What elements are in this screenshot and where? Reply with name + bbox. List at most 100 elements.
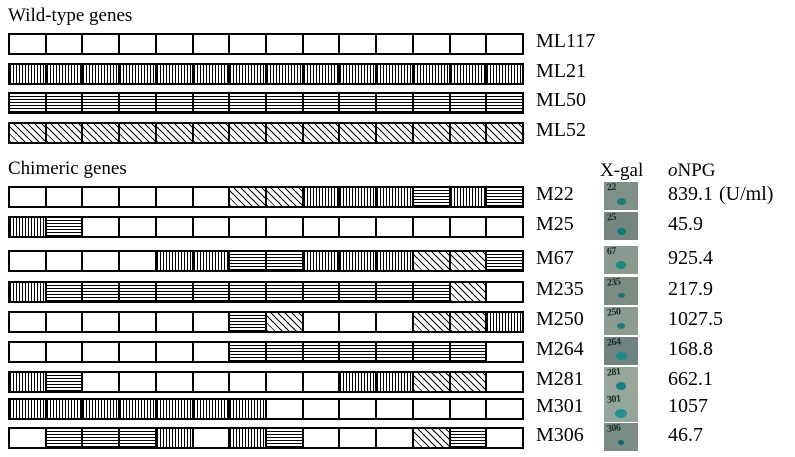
gene-segment-vertical: [83, 65, 121, 83]
gene-segment-horizontal: [230, 283, 268, 301]
gene-segment-horizontal: [413, 283, 451, 301]
chimeric-bar-m281: [8, 371, 524, 393]
chimeric-label-m301: M301: [536, 395, 584, 417]
gene-segment-blank: [303, 373, 341, 391]
wildtype-bar-ml52: [8, 122, 524, 144]
gene-segment-vertical: [340, 373, 378, 391]
chimeric-bar-m25: [8, 216, 524, 238]
gene-segment-diagonal: [450, 283, 488, 301]
gene-segment-blank: [46, 252, 84, 270]
chimeric-bar-m301: [8, 398, 524, 420]
gene-segment-blank: [230, 373, 268, 391]
gene-segment-horizontal: [267, 283, 304, 301]
gene-segment-diagonal: [230, 124, 268, 142]
gene-segment-blank: [83, 35, 121, 53]
onpg-value-m250: 1027.5: [668, 308, 723, 331]
gene-segment-vertical: [120, 65, 157, 83]
wildtype-bar-ml21: [8, 63, 524, 85]
gene-segment-blank: [193, 313, 231, 331]
gene-segment-blank: [413, 35, 451, 53]
gene-segment-blank: [156, 373, 194, 391]
gene-segment-horizontal: [303, 94, 341, 112]
onpg-number: 217.9: [668, 278, 713, 300]
onpg-number: 45.9: [668, 213, 703, 235]
onpg-value-m235: 217.9: [668, 278, 713, 301]
gene-segment-blank: [487, 429, 523, 447]
xgal-handwritten-number: 250: [606, 307, 622, 319]
gene-segment-blank: [10, 252, 47, 270]
gene-segment-horizontal: [303, 343, 341, 361]
gene-segment-diagonal: [487, 124, 523, 142]
gene-segment-diagonal: [120, 124, 157, 142]
onpg-number: 925.4: [668, 247, 713, 269]
xgal-handwritten-number: 301: [606, 394, 622, 406]
gene-segment-blank: [10, 188, 47, 206]
gene-segment-horizontal: [193, 283, 231, 301]
onpg-value-m22: 839.1 (U/ml): [668, 183, 773, 206]
gene-segment-diagonal: [377, 124, 414, 142]
gene-segment-horizontal: [487, 252, 523, 270]
gene-segment-diagonal: [413, 124, 451, 142]
onpg-number: 839.1: [668, 183, 713, 205]
gene-segment-blank: [377, 429, 414, 447]
gene-segment-blank: [487, 400, 523, 418]
gene-segment-vertical: [267, 65, 304, 83]
gene-segment-vertical: [193, 252, 231, 270]
wildtype-label-ml21: ML21: [536, 60, 586, 82]
gene-segment-horizontal: [230, 252, 268, 270]
gene-segment-horizontal: [193, 94, 231, 112]
gene-segment-blank: [303, 218, 341, 236]
gene-segment-diagonal: [413, 252, 451, 270]
onpg-number: 1027.5: [668, 308, 723, 330]
wildtype-label-ml50: ML50: [536, 89, 586, 111]
xgal-photo-m25: 25: [604, 212, 638, 240]
xgal-photo-m301: 301: [604, 394, 638, 422]
gene-segment-vertical: [156, 400, 194, 418]
onpg-number: 46.7: [668, 424, 703, 446]
gene-segment-blank: [120, 218, 157, 236]
gene-segment-blank: [487, 373, 523, 391]
gene-segment-blank: [120, 343, 157, 361]
chimeric-label-m235: M235: [536, 278, 584, 300]
gene-segment-blank: [487, 35, 523, 53]
chimeric-bar-m264: [8, 341, 524, 363]
gene-segment-blank: [83, 343, 121, 361]
xgal-handwritten-number: 264: [606, 337, 622, 349]
gene-segment-blank: [267, 35, 304, 53]
gene-segment-blank: [83, 313, 121, 331]
chimeric-bar-m306: [8, 427, 524, 449]
gene-segment-blank: [413, 400, 451, 418]
gene-segment-blank: [303, 400, 341, 418]
gene-segment-blank: [120, 252, 157, 270]
gene-segment-blank: [120, 35, 157, 53]
gene-segment-blank: [156, 343, 194, 361]
gene-segment-vertical: [10, 218, 47, 236]
gene-segment-blank: [340, 35, 378, 53]
gene-segment-vertical: [46, 400, 84, 418]
gene-segment-blank: [487, 218, 523, 236]
onpg-value-m281: 662.1: [668, 368, 713, 391]
gene-segment-blank: [377, 35, 414, 53]
gene-segment-diagonal: [340, 124, 378, 142]
xgal-colony-spot: [615, 408, 627, 418]
xgal-handwritten-number: 67: [606, 246, 617, 258]
gene-segment-horizontal: [340, 283, 378, 301]
gene-segment-horizontal: [450, 343, 488, 361]
gene-segment-blank: [303, 35, 341, 53]
gene-segment-blank: [377, 400, 414, 418]
gene-segment-horizontal: [377, 343, 414, 361]
gene-segment-vertical: [193, 65, 231, 83]
gene-segment-horizontal: [156, 283, 194, 301]
gene-segment-blank: [46, 188, 84, 206]
gene-segment-diagonal: [267, 313, 304, 331]
xgal-handwritten-number: 25: [606, 212, 617, 224]
gene-segment-blank: [340, 218, 378, 236]
gene-segment-diagonal: [10, 124, 47, 142]
gene-segment-blank: [193, 429, 231, 447]
gene-segment-horizontal: [156, 94, 194, 112]
xgal-photo-m250: 250: [604, 307, 638, 335]
xgal-photo-m67: 67: [604, 246, 638, 274]
gene-segment-vertical: [377, 188, 414, 206]
wild-type-section-title: Wild-type genes: [8, 5, 133, 26]
gene-segment-vertical: [230, 65, 268, 83]
